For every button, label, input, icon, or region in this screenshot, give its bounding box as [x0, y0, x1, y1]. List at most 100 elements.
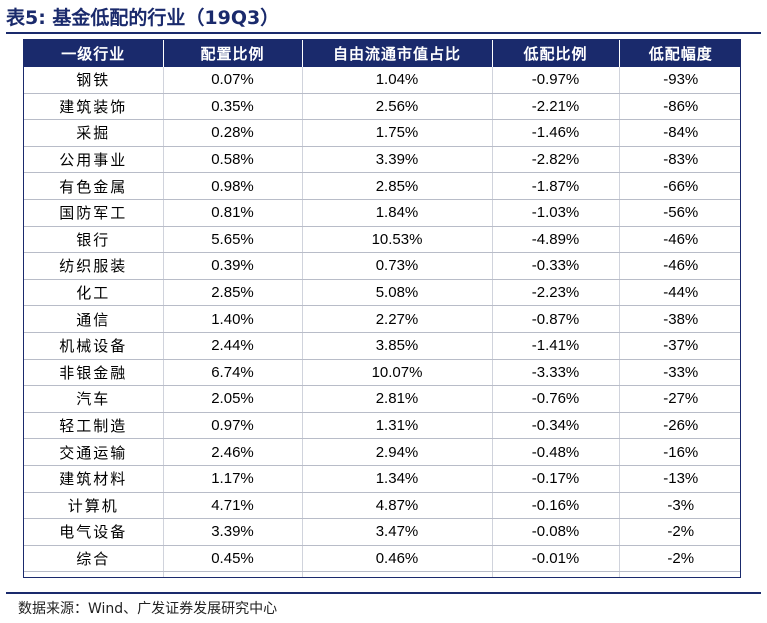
industry-name-cell: 采掘	[24, 119, 164, 147]
table-cell: -0.34%	[492, 412, 620, 440]
table-cell: -0.08%	[492, 518, 620, 546]
industry-name-cell: 化工	[24, 279, 164, 307]
table-cell: -46%	[619, 226, 740, 254]
table-cell: 1.84%	[302, 199, 493, 227]
industry-name-cell: 非银金融	[24, 359, 164, 387]
table-cell: -0.16%	[492, 492, 620, 520]
table-row: 非银金融 6.74% 10.07% -3.33% -33%	[24, 359, 740, 387]
table-cell: -1.03%	[492, 199, 620, 227]
table-row: 国防军工 0.81% 1.84% -1.03% -56%	[24, 199, 740, 227]
table-cell: 4.71%	[163, 492, 303, 520]
data-source-note: 数据来源：Wind、广发证券发展研究中心	[18, 601, 278, 617]
column-header: 低配幅度	[619, 40, 740, 67]
table-cell: -37%	[619, 332, 740, 360]
table-cell: 0.97%	[163, 412, 303, 440]
industry-name-cell: 公用事业	[24, 146, 164, 174]
table-cell: 5.65%	[163, 226, 303, 254]
table-row: 化工 2.85% 5.08% -2.23% -44%	[24, 279, 740, 307]
table-cell: -4.89%	[492, 226, 620, 254]
table-cell: -0.48%	[492, 438, 620, 466]
table-cell: -33%	[619, 359, 740, 387]
table-cell: -93%	[619, 67, 740, 94]
column-header: 自由流通市值占比	[302, 40, 493, 67]
table-cell: 1.04%	[302, 67, 493, 94]
industry-name-cell: 建筑装饰	[24, 93, 164, 121]
header-row: 一级行业 配置比例 自由流通市值占比 低配比例 低配幅度	[24, 40, 740, 67]
table-cell: -0.17%	[492, 465, 620, 493]
table-cell: -2%	[619, 518, 740, 546]
table-row: 建筑装饰 0.35% 2.56% -2.21% -86%	[24, 93, 740, 121]
table-cell: 1.31%	[302, 412, 493, 440]
table-row: 有色金属 0.98% 2.85% -1.87% -66%	[24, 172, 740, 200]
table-cell: -3%	[619, 492, 740, 520]
table-cell: -0.33%	[492, 252, 620, 280]
table-cell: -26%	[619, 412, 740, 440]
table-cell: 6.74%	[163, 359, 303, 387]
table-cell: 2.94%	[302, 438, 493, 466]
table-cell: -46%	[619, 252, 740, 280]
table-cell: -3.33%	[492, 359, 620, 387]
table-cell: -44%	[619, 279, 740, 307]
table-row: 传媒3.10%3.12%-0.03%-1%	[24, 571, 740, 578]
column-header: 一级行业	[24, 40, 164, 67]
table-cell: 10.53%	[302, 226, 493, 254]
industry-name-cell: 交通运输	[24, 438, 164, 466]
industry-name-cell: 电气设备	[24, 518, 164, 546]
industry-name-cell: 纺织服装	[24, 252, 164, 280]
column-header: 低配比例	[492, 40, 620, 67]
table-cell: 0.58%	[163, 146, 303, 174]
table-cell: -0.97%	[492, 67, 620, 94]
table-cell: -0.76%	[492, 385, 620, 413]
table-cell: 2.27%	[302, 305, 493, 333]
table-cell: 2.56%	[302, 93, 493, 121]
table-cell: 2.85%	[302, 172, 493, 200]
table-cell: -56%	[619, 199, 740, 227]
table-cell: 1.34%	[302, 465, 493, 493]
table-cell: -2.82%	[492, 146, 620, 174]
table-cell: -13%	[619, 465, 740, 493]
table-row: 公用事业 0.58% 3.39% -2.82% -83%	[24, 146, 740, 174]
table-cell: 3.10%	[163, 571, 303, 577]
table-cell: -27%	[619, 385, 740, 413]
table-row: 钢铁 0.07% 1.04% -0.97% -93%	[24, 67, 740, 94]
table-row: 轻工制造 0.97% 1.31% -0.34% -26%	[24, 412, 740, 440]
table-container: 一级行业 配置比例 自由流通市值占比 低配比例 低配幅度 钢铁 0.07% 1.04…	[23, 39, 741, 578]
table-cell: 1.75%	[302, 119, 493, 147]
table-cell: 0.35%	[163, 93, 303, 121]
table-row: 机械设备 2.44% 3.85% -1.41% -37%	[24, 332, 740, 360]
table-cell: 0.28%	[163, 119, 303, 147]
table-row: 银行 5.65% 10.53% -4.89% -46%	[24, 226, 740, 254]
table-cell: -0.87%	[492, 305, 620, 333]
table-cell: -0.03%	[492, 571, 620, 577]
table-row: 采掘 0.28% 1.75% -1.46% -84%	[24, 119, 740, 147]
industry-name-cell: 银行	[24, 226, 164, 254]
table-cell: 10.07%	[302, 359, 493, 387]
table-cell: 3.12%	[302, 571, 493, 577]
table-cell: 0.46%	[302, 545, 493, 573]
industry-name-cell: 通信	[24, 305, 164, 333]
table-row: 电气设备 3.39% 3.47% -0.08% -2%	[24, 518, 740, 546]
table-cell: -2.23%	[492, 279, 620, 307]
table-row: 汽车 2.05% 2.81% -0.76% -27%	[24, 385, 740, 413]
table-cell: -84%	[619, 119, 740, 147]
underweight-industries-table: 一级行业 配置比例 自由流通市值占比 低配比例 低配幅度 钢铁 0.07% 1.04…	[24, 40, 740, 578]
table-cell: 0.73%	[302, 252, 493, 280]
table-cell: 1.40%	[163, 305, 303, 333]
table-cell: -0.01%	[492, 545, 620, 573]
table-cell: 0.81%	[163, 199, 303, 227]
table-cell: -1.87%	[492, 172, 620, 200]
table-cell: 0.07%	[163, 67, 303, 94]
industry-name-cell: 计算机	[24, 492, 164, 520]
table-cell: 4.87%	[302, 492, 493, 520]
table-cell: -1%	[619, 572, 740, 578]
table-cell: 5.08%	[302, 279, 493, 307]
industry-name-cell: 建筑材料	[24, 465, 164, 493]
table-cell: 2.85%	[163, 279, 303, 307]
table-cell: 2.46%	[163, 438, 303, 466]
table-cell: -66%	[619, 172, 740, 200]
table-row: 综合 0.45% 0.46% -0.01% -2%	[24, 545, 740, 573]
table-cell: 0.39%	[163, 252, 303, 280]
table-cell: 1.17%	[163, 465, 303, 493]
industry-name-cell: 轻工制造	[24, 412, 164, 440]
table-cell: 0.98%	[163, 172, 303, 200]
